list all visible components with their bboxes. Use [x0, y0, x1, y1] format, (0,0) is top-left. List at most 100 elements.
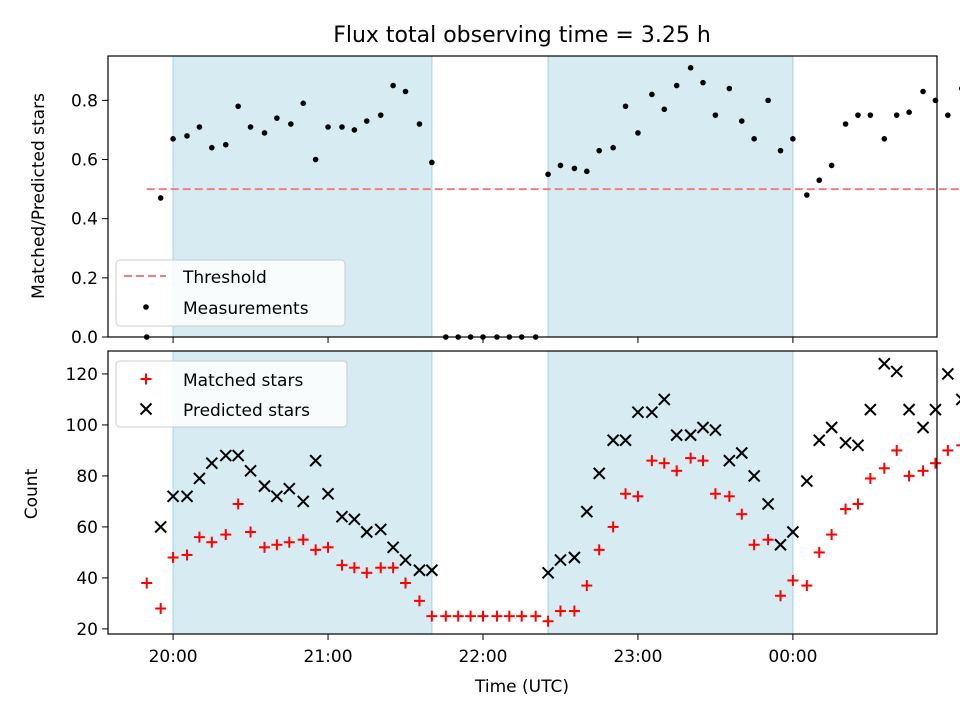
x-tick-label: 20:00 — [149, 647, 198, 667]
measurement-point — [157, 195, 164, 201]
bottom-plot-frame — [107, 350, 938, 635]
y-tick-label: 80 — [76, 467, 98, 487]
matched-star-marker — [826, 529, 838, 541]
measurement-point — [816, 177, 823, 184]
matched-star-marker — [568, 605, 580, 617]
shaded-region — [548, 56, 793, 337]
x-stroke-b — [941, 367, 955, 381]
matched-star-marker — [206, 536, 218, 548]
x-stroke-b — [813, 434, 826, 447]
matched-star-marker — [181, 549, 193, 561]
predicted-star-marker — [696, 421, 710, 434]
predicted-star-marker — [335, 510, 349, 523]
predicted-star-marker — [955, 393, 960, 406]
predicted-star-marker — [297, 495, 310, 508]
top-panel: 0.00.20.40.60.8 Matched/Predicted stars … — [29, 55, 960, 348]
predicted-star-marker — [283, 482, 296, 495]
measurement-point — [867, 112, 874, 118]
measurement-point — [828, 162, 835, 169]
top-legend-box — [115, 259, 346, 327]
matched-star-marker — [581, 580, 593, 592]
predicted-star-marker — [219, 449, 232, 462]
x-stroke-b — [890, 365, 903, 378]
predicted-star-marker — [864, 403, 877, 416]
top-legend: Threshold Measurements — [115, 259, 346, 327]
x-stroke-b — [619, 434, 632, 447]
matched-star-marker — [697, 455, 709, 467]
x-stroke-b — [786, 525, 800, 539]
matched-star-marker — [361, 567, 373, 579]
measurement-point — [557, 162, 564, 169]
measurement-points — [143, 65, 960, 340]
x-stroke-b — [723, 454, 736, 467]
predicted-star-marker — [386, 541, 400, 554]
predicted-star-marker — [670, 428, 683, 442]
measurement-point — [765, 97, 771, 104]
matched-star-marker — [271, 539, 283, 551]
predicted-star-marker — [851, 439, 865, 452]
matched-star-marker — [762, 534, 774, 546]
x-stroke-b — [180, 490, 194, 503]
predicted-star-marker — [684, 428, 697, 442]
count-points — [141, 357, 960, 627]
top-plot-frame — [107, 55, 938, 338]
measurement-point — [920, 88, 926, 95]
measurement-point — [738, 118, 745, 124]
measurement-point — [804, 192, 810, 198]
matched-star-marker — [787, 574, 799, 586]
matched-star-marker — [903, 470, 915, 482]
x-stroke-b — [270, 490, 284, 503]
measurement-point — [712, 112, 719, 118]
matched-star-marker — [283, 536, 295, 548]
measurement-point — [622, 103, 629, 110]
predicted-star-marker — [399, 553, 412, 567]
matched-star-marker — [774, 590, 786, 602]
predicted-star-marker — [761, 497, 775, 511]
matched-star-marker — [516, 610, 528, 622]
measurement-point — [247, 124, 254, 130]
matched-star-marker — [348, 562, 360, 574]
measurement-point — [261, 130, 268, 136]
matched-star-marker — [413, 595, 425, 607]
measurement-point — [571, 165, 578, 172]
matched-star-marker — [477, 610, 489, 622]
matched-star-marker — [554, 605, 566, 617]
x-stroke-b — [592, 467, 606, 480]
predicted-star-marker — [619, 434, 632, 447]
predicted-star-marker — [580, 505, 594, 518]
measurement-point — [184, 133, 190, 139]
matched-star-marker — [658, 457, 670, 469]
x-stroke-b — [606, 434, 620, 447]
measurement-point — [790, 136, 796, 142]
predicted-star-marker — [360, 525, 373, 539]
matched-star-marker — [646, 455, 658, 467]
x-stroke-b — [166, 490, 180, 503]
x-tick-label: 00:00 — [768, 647, 817, 667]
predicted-star-marker — [723, 454, 736, 467]
measurement-point — [842, 121, 849, 127]
predicted-star-marker — [916, 421, 930, 434]
x-stroke-b — [735, 446, 748, 460]
x-tick-label: 23:00 — [613, 647, 662, 667]
x-stroke-b — [205, 456, 219, 470]
matched-star-marker — [748, 539, 760, 551]
x-stroke-b — [878, 357, 891, 370]
predicted-star-marker — [592, 467, 606, 480]
y-tick-label: 0.2 — [71, 269, 98, 289]
predicted-star-marker — [568, 551, 581, 564]
chart-title: Flux total observing time = 3.25 h — [333, 23, 711, 48]
matched-star-marker — [155, 603, 167, 615]
measurement-point — [288, 121, 294, 127]
predicted-star-marker — [413, 564, 426, 577]
matched-star-marker — [607, 521, 619, 533]
measurement-point — [416, 121, 423, 127]
predicted-star-marker — [321, 487, 335, 500]
measurement-point — [881, 136, 888, 142]
matched-star-marker — [671, 465, 683, 477]
measurement-point — [402, 88, 409, 95]
measurement-point — [235, 103, 241, 110]
measurement-point — [777, 147, 784, 154]
x-stroke-b — [709, 423, 722, 437]
x-stroke-b — [747, 469, 761, 483]
